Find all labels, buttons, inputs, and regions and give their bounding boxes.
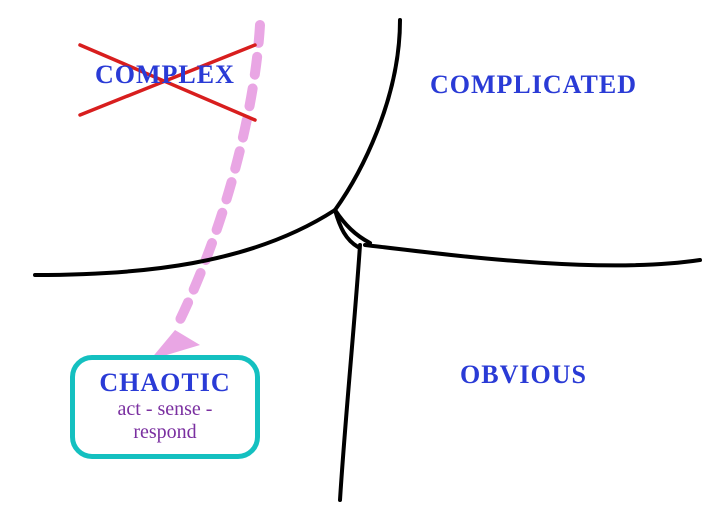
chaotic-subtitle: act - sense - respond [89, 398, 241, 444]
chaotic-callout: CHAOTIC act - sense - respond [70, 355, 260, 459]
label-chaotic: CHAOTIC [89, 368, 241, 398]
cynefin-diagram: COMPLEX COMPLICATED OBVIOUS CHAOTIC act … [0, 0, 720, 509]
label-complex: COMPLEX [95, 60, 235, 90]
label-obvious: OBVIOUS [460, 360, 587, 390]
label-complicated: COMPLICATED [430, 70, 637, 100]
